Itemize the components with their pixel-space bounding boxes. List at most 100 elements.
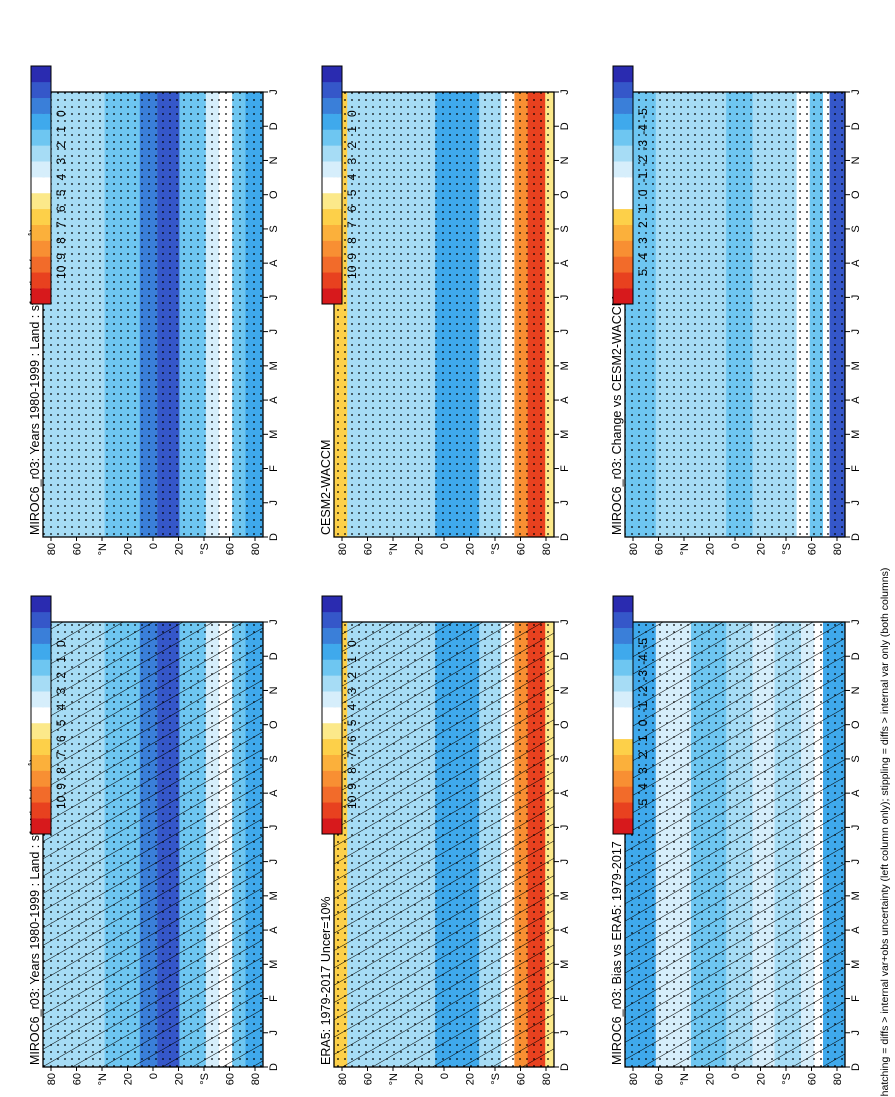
- colorbar-label: 5: [636, 269, 650, 276]
- month-tick-label: J: [268, 619, 280, 625]
- month-tick-label: N: [559, 686, 571, 694]
- month-tick-label: S: [268, 755, 280, 762]
- stippling-overlay: [43, 92, 263, 537]
- colorbar-swatch: [322, 738, 342, 755]
- colorbar-label: 6: [345, 735, 359, 742]
- month-tick-label: J: [268, 1030, 280, 1036]
- lat-tick-label: 60: [72, 543, 84, 555]
- lat-tick-label: °S: [781, 1073, 793, 1085]
- colorbar-swatch: [322, 192, 342, 210]
- colorbar-label: 9: [54, 783, 68, 790]
- colorbar-label: 4: [345, 173, 359, 180]
- colorbar-label: 7: [54, 221, 68, 228]
- hatching-overlay: [334, 622, 554, 1067]
- colorbar-swatch: [613, 192, 633, 210]
- colorbar-swatch: [613, 177, 633, 194]
- panel-title: MIROC6_r03: Change vs CESM2-WACCM: [610, 296, 624, 535]
- colorbar-label: 10: [54, 265, 68, 279]
- colorbar-label: -4: [636, 124, 650, 135]
- month-tick-label: J: [268, 329, 280, 335]
- colorbar-label: 3: [345, 158, 359, 165]
- colorbar-swatch: [322, 659, 342, 676]
- lat-tick-label: °N: [679, 1073, 691, 1085]
- colorbar-swatch: [31, 272, 51, 289]
- lat-tick-label: 60: [654, 543, 666, 555]
- month-tick-label: D: [850, 533, 862, 541]
- month-tick-label: J: [559, 859, 571, 865]
- month-tick-label: F: [850, 995, 862, 1002]
- colorbar-swatch: [613, 208, 633, 225]
- colorbar-swatch: [322, 208, 342, 225]
- colorbar-label: 3: [54, 688, 68, 695]
- lat-tick-label: 20: [465, 543, 477, 555]
- month-tick-label: A: [850, 396, 862, 404]
- colorbar-label: 6: [54, 205, 68, 212]
- month-tick-label: J: [268, 825, 280, 831]
- month-tick-label: F: [850, 465, 862, 472]
- lat-tick-label: 20: [756, 543, 768, 555]
- lat-tick-label: 0: [730, 1073, 742, 1079]
- month-tick-label: F: [268, 465, 280, 472]
- lat-tick-label: °S: [490, 543, 502, 555]
- colorbar-swatch: [31, 738, 51, 755]
- colorbar-swatch: [31, 691, 51, 708]
- colorbar-swatch: [31, 754, 51, 771]
- month-tick-label: D: [850, 122, 862, 130]
- colorbar-swatch: [322, 596, 342, 613]
- month-tick-label: A: [559, 396, 571, 404]
- month-tick-label: M: [559, 430, 571, 439]
- colorbar-swatch: [322, 272, 342, 289]
- colorbar-label: 1: [54, 656, 68, 663]
- colorbar-label: 4: [636, 253, 650, 260]
- colorbar-swatch: [322, 129, 342, 146]
- colorbar-swatch: [613, 802, 633, 819]
- month-tick-label: M: [850, 361, 862, 370]
- colorbar-swatch: [613, 707, 633, 724]
- footnote: hatching = diffs > internal var+obs unce…: [879, 568, 891, 1097]
- colorbar-label: 0: [345, 640, 359, 647]
- colorbar-label: -3: [636, 140, 650, 151]
- month-tick-label: S: [268, 225, 280, 232]
- lat-tick-label: °N: [679, 543, 691, 555]
- lat-tick-label: 80: [832, 1073, 844, 1085]
- month-tick-label: D: [268, 1063, 280, 1071]
- month-tick-label: J: [559, 619, 571, 625]
- colorbar-swatch: [613, 596, 633, 613]
- colorbar-swatch: [322, 691, 342, 708]
- month-tick-label: A: [850, 926, 862, 934]
- month-tick-label: J: [850, 329, 862, 335]
- colorbar-swatch: [322, 643, 342, 660]
- month-tick-label: S: [850, 755, 862, 762]
- colorbar-label: -4: [636, 654, 650, 665]
- colorbar-label: 2: [54, 142, 68, 149]
- colorbar-swatch: [613, 675, 633, 692]
- lat-tick-label: 80: [832, 543, 844, 555]
- colorbar-swatch: [31, 707, 51, 724]
- month-tick-label: D: [559, 652, 571, 660]
- lat-tick-label: 0: [439, 543, 451, 549]
- month-tick-label: M: [268, 960, 280, 969]
- month-tick-label: N: [268, 686, 280, 694]
- colorbar-label: 0: [54, 110, 68, 117]
- colorbar-label: 1: [636, 205, 650, 212]
- lat-tick-label: 0: [148, 543, 160, 549]
- colorbar-swatch: [322, 240, 342, 257]
- colorbar-label: 6: [54, 735, 68, 742]
- colorbar-label: 5: [54, 189, 68, 196]
- colorbar-swatch: [31, 208, 51, 225]
- month-tick-label: N: [850, 156, 862, 164]
- colorbar-label: 5: [345, 189, 359, 196]
- colorbar-swatch: [31, 659, 51, 676]
- colorbar-swatch: [613, 738, 633, 755]
- month-tick-label: A: [559, 926, 571, 934]
- lat-tick-label: 80: [541, 543, 553, 555]
- lat-tick-label: 80: [541, 1073, 553, 1085]
- month-tick-label: M: [559, 891, 571, 900]
- lat-tick-label: 20: [705, 1073, 717, 1085]
- month-tick-label: M: [850, 891, 862, 900]
- colorbar-label: -2: [636, 156, 650, 167]
- month-tick-label: J: [268, 89, 280, 95]
- month-tick-label: M: [850, 430, 862, 439]
- month-tick-label: D: [559, 122, 571, 130]
